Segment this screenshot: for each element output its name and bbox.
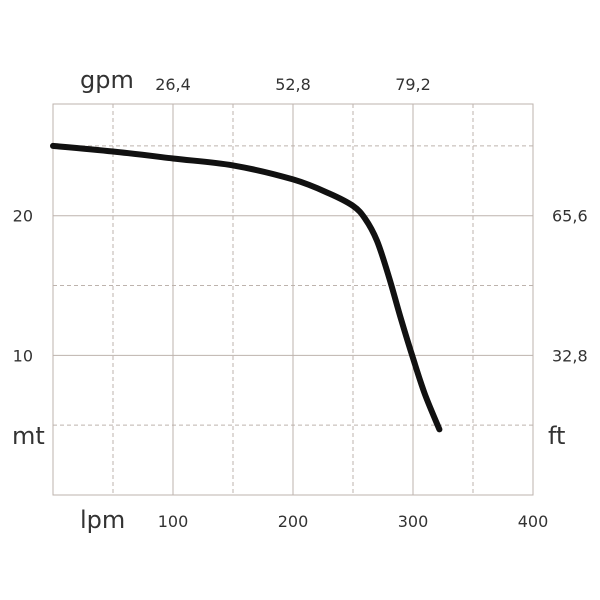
x-tick-label-top: 79,2	[395, 75, 431, 94]
x-tick-label-bottom: 400	[518, 512, 549, 531]
curves	[50, 142, 443, 433]
x-tick-label-bottom: 300	[398, 512, 429, 531]
grid	[53, 104, 533, 495]
x-unit-top: gpm	[80, 66, 134, 94]
y-tick-label-right: 32,8	[552, 346, 588, 365]
x-tick-label-top: 52,8	[275, 75, 311, 94]
y-unit-left: mt	[12, 422, 45, 450]
x-tick-label-bottom: 200	[278, 512, 309, 531]
y-tick-label-right: 65,6	[552, 207, 588, 226]
series-line	[50, 142, 443, 433]
x-unit-bottom: lpm	[80, 506, 125, 534]
y-tick-label-left: 20	[13, 207, 33, 226]
labels: 100 200 300 400 26,4 52,8 79,2 10 20 32,8 65,6	[13, 75, 588, 531]
y-unit-right: ft	[548, 422, 565, 450]
y-tick-label-left: 10	[13, 346, 33, 365]
x-tick-label-top: 26,4	[155, 75, 191, 94]
plot-frame	[52, 103, 534, 496]
x-tick-label-bottom: 100	[158, 512, 189, 531]
